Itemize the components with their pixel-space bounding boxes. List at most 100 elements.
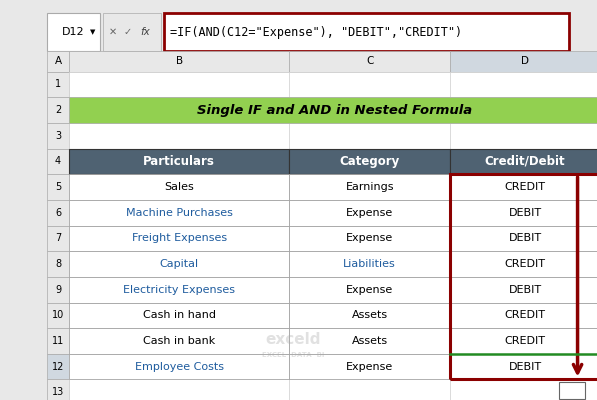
Bar xyxy=(450,277,597,302)
Bar xyxy=(289,200,450,226)
Bar xyxy=(289,149,450,174)
Text: Liabilities: Liabilities xyxy=(343,259,396,269)
Bar xyxy=(47,354,69,380)
Bar xyxy=(103,13,161,51)
Bar xyxy=(69,380,289,400)
Bar xyxy=(69,302,289,328)
Bar xyxy=(69,226,289,251)
Bar xyxy=(164,13,569,51)
Text: CREDIT: CREDIT xyxy=(504,336,546,346)
Text: ▼: ▼ xyxy=(90,29,96,35)
Text: 10: 10 xyxy=(52,310,64,320)
Text: 3: 3 xyxy=(55,131,61,141)
Bar xyxy=(450,277,597,302)
Text: Expense: Expense xyxy=(346,362,393,372)
Bar xyxy=(450,97,597,123)
Bar xyxy=(69,51,289,72)
Text: CREDIT: CREDIT xyxy=(504,259,546,269)
Text: Assets: Assets xyxy=(352,310,388,320)
Text: 7: 7 xyxy=(55,233,61,243)
Bar xyxy=(69,174,289,200)
Bar xyxy=(289,302,450,328)
Bar xyxy=(450,302,597,328)
Text: 6: 6 xyxy=(55,208,61,218)
Text: Expense: Expense xyxy=(346,233,393,243)
Bar xyxy=(47,97,69,123)
Bar xyxy=(69,97,289,123)
Bar xyxy=(289,251,450,277)
Bar xyxy=(450,226,597,251)
Bar xyxy=(450,251,597,277)
Bar xyxy=(47,123,69,149)
Bar xyxy=(47,149,69,174)
Bar xyxy=(450,123,597,149)
Bar xyxy=(289,72,450,97)
Bar xyxy=(69,251,289,277)
Text: D: D xyxy=(521,56,529,66)
Bar xyxy=(69,123,289,149)
Bar xyxy=(47,328,69,354)
Bar xyxy=(69,277,289,302)
Bar xyxy=(47,72,69,97)
Text: B: B xyxy=(176,56,183,66)
Bar xyxy=(47,302,69,328)
Bar xyxy=(289,174,450,200)
Bar xyxy=(450,174,597,200)
Text: CREDIT: CREDIT xyxy=(504,182,546,192)
Bar xyxy=(47,380,69,400)
Bar xyxy=(69,302,289,328)
Text: 12: 12 xyxy=(52,362,64,372)
Text: ✕: ✕ xyxy=(109,27,117,37)
Bar xyxy=(47,251,69,277)
Text: =IF(AND(C12="Expense"), "DEBIT","CREDIT"): =IF(AND(C12="Expense"), "DEBIT","CREDIT"… xyxy=(170,26,462,38)
Bar xyxy=(289,123,450,149)
Bar xyxy=(289,174,450,200)
Bar xyxy=(289,328,450,354)
Bar xyxy=(450,200,597,226)
Bar xyxy=(47,13,100,51)
Bar xyxy=(289,354,450,380)
Text: DEBIT: DEBIT xyxy=(509,233,541,243)
Bar xyxy=(69,354,289,380)
Text: 4: 4 xyxy=(55,156,61,166)
Text: 5: 5 xyxy=(55,182,61,192)
Text: DEBIT: DEBIT xyxy=(509,285,541,295)
Text: Cash in hand: Cash in hand xyxy=(143,310,216,320)
Text: Expense: Expense xyxy=(346,208,393,218)
Text: EXCEL  DATA  BI: EXCEL DATA BI xyxy=(262,352,324,358)
Bar xyxy=(69,354,289,380)
Text: 2: 2 xyxy=(55,105,61,115)
Text: Assets: Assets xyxy=(352,336,388,346)
Text: Sales: Sales xyxy=(164,182,194,192)
Bar xyxy=(450,51,597,72)
Bar xyxy=(289,226,450,251)
Bar xyxy=(450,226,597,251)
Bar xyxy=(450,251,597,277)
Text: Capital: Capital xyxy=(159,259,199,269)
Text: 13: 13 xyxy=(52,387,64,397)
Text: 1: 1 xyxy=(55,80,61,90)
Bar xyxy=(47,174,69,200)
Bar xyxy=(450,174,597,200)
Bar xyxy=(289,302,450,328)
Bar xyxy=(450,149,597,174)
Text: DEBIT: DEBIT xyxy=(509,362,541,372)
Bar xyxy=(450,149,597,174)
Bar xyxy=(289,328,450,354)
Text: 11: 11 xyxy=(52,336,64,346)
Bar xyxy=(559,382,584,399)
Text: ✓: ✓ xyxy=(123,27,131,37)
Text: 9: 9 xyxy=(55,285,61,295)
Bar xyxy=(289,251,450,277)
Text: C: C xyxy=(366,56,373,66)
Bar xyxy=(289,277,450,302)
Text: fx: fx xyxy=(140,27,150,37)
Text: 8: 8 xyxy=(55,259,61,269)
Text: Cash in bank: Cash in bank xyxy=(143,336,216,346)
Bar xyxy=(69,72,289,97)
Bar xyxy=(289,200,450,226)
Bar xyxy=(289,380,450,400)
Bar xyxy=(450,72,597,97)
Bar xyxy=(69,251,289,277)
Text: Freight Expenses: Freight Expenses xyxy=(131,233,227,243)
